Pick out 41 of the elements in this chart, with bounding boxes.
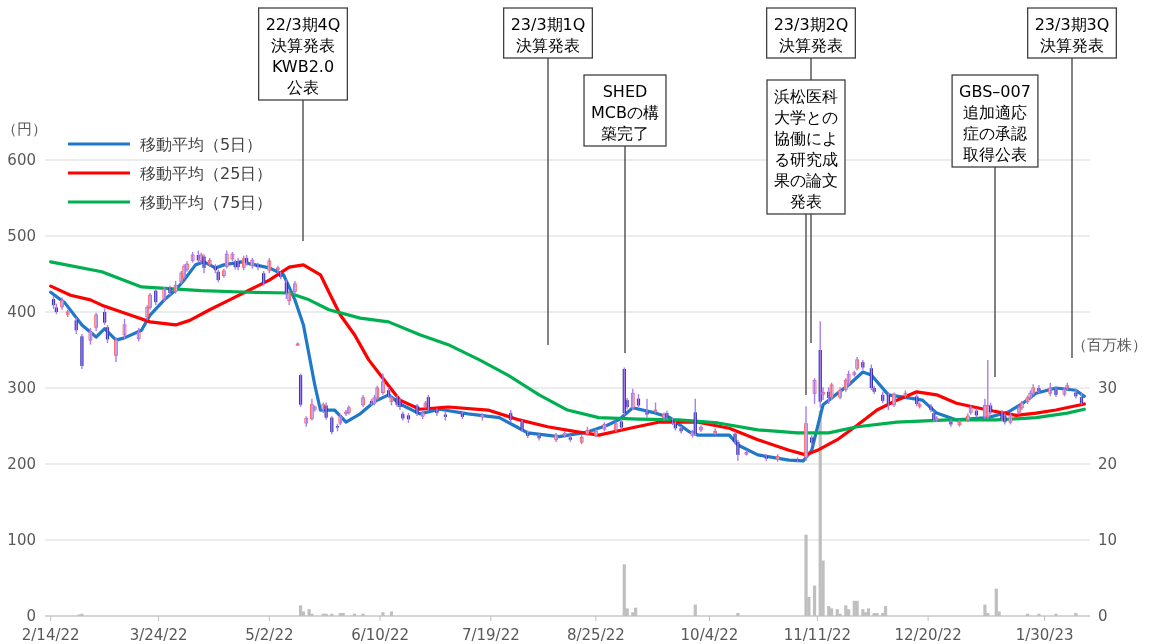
annotation: 浜松医科大学との協働による研究成果の論文発表 [774, 87, 838, 211]
y-tick-label: 100 [7, 531, 36, 549]
y2-tick-label: 10 [1098, 531, 1118, 549]
annotation: 23/3期1Q 決算発表 [503, 7, 593, 59]
candlestick [295, 342, 300, 346]
y2-tick-label: 20 [1098, 455, 1118, 473]
legend-label: 移動平均（5日） [140, 135, 263, 154]
y-tick-label: 600 [7, 151, 36, 169]
x-tick-label: 5/2/22 [245, 626, 294, 644]
x-tick-label: 10/4/22 [680, 626, 739, 644]
annotation: 23/3期3Q 決算発表 [1027, 7, 1117, 59]
y-axis-title: （円） [2, 120, 47, 138]
x-tick-label: 6/10/22 [351, 626, 409, 644]
y2-axis-title: （百万株） [1072, 336, 1147, 354]
annotation: 22/3期4Q 決算発表 KWB2.0 公表 [258, 7, 348, 101]
annotation: 浜松医科大学との協働による研究成果の論文発表 [766, 79, 846, 215]
x-tick-label: 11/11/22 [783, 626, 852, 644]
candlestick [744, 450, 749, 456]
x-tick-label: 2/14/22 [21, 626, 80, 644]
legend-label: 移動平均（75日） [140, 193, 273, 212]
annotation: 23/3期2Q 決算発表 [766, 7, 856, 59]
y-tick-label: 300 [7, 379, 36, 397]
candlestick [562, 431, 567, 438]
x-tick-label: 8/25/22 [566, 626, 625, 644]
annotation: GBS–007 追加適応症の承認取得公表 [959, 82, 1031, 164]
y2-tick-label: 30 [1098, 379, 1118, 397]
y-tick-label: 0 [26, 607, 36, 625]
y-tick-label: 200 [7, 455, 36, 473]
y-tick-label: 500 [7, 227, 36, 245]
x-tick-label: 12/20/22 [894, 626, 962, 644]
candlestick [122, 318, 127, 340]
y2-tick-label: 0 [1098, 607, 1108, 625]
x-tick-label: 1/30/23 [1015, 626, 1074, 644]
x-tick-label: 3/24/22 [129, 626, 188, 644]
x-tick-label: 7/19/22 [461, 626, 520, 644]
annotation: GBS–007 追加適応症の承認取得公表 [951, 74, 1039, 168]
candlestick [795, 457, 800, 463]
y-tick-label: 400 [7, 303, 36, 321]
candlestick [934, 416, 939, 423]
annotation: SHED MCBの構築完了 [583, 74, 667, 147]
legend-label: 移動平均（25日） [140, 164, 273, 183]
